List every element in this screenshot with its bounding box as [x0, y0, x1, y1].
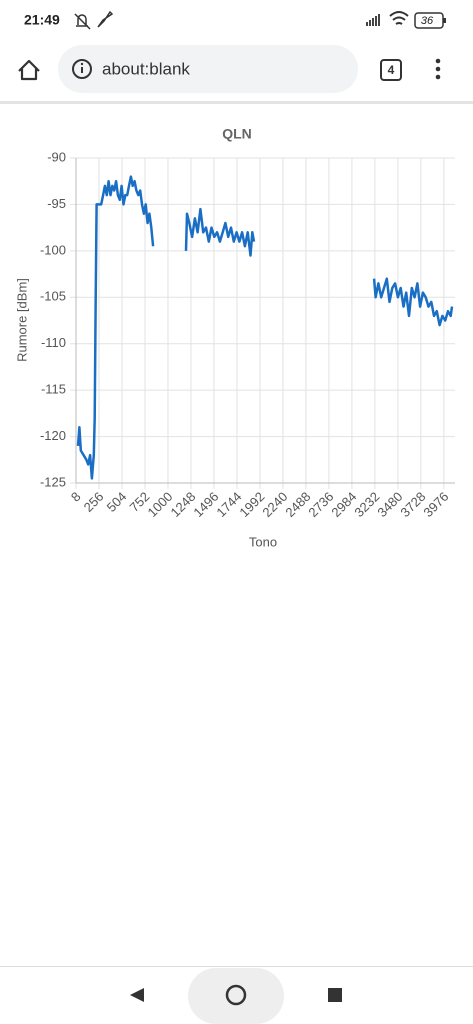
plot [76, 175, 454, 480]
x-tick-label: 1248 [167, 489, 198, 520]
url-bar[interactable] [58, 45, 358, 93]
x-tick-label: 2984 [328, 489, 359, 520]
x-tick-label: 1744 [213, 489, 244, 520]
x-tick-label: 3480 [374, 489, 405, 520]
x-tick-label: 3976 [420, 489, 451, 520]
x-tick-label: 1000 [144, 489, 175, 520]
status-icons [74, 10, 114, 30]
recents-button[interactable] [328, 988, 342, 1002]
toolbar-shadow [0, 101, 473, 104]
y-tick-label: -120 [40, 428, 66, 443]
home-pill[interactable] [188, 968, 284, 1024]
y-tick-label: -125 [40, 474, 66, 489]
menu-button[interactable] [435, 58, 441, 80]
y-tick-label: -110 [41, 335, 66, 350]
wifi-icon [389, 11, 409, 25]
back-button[interactable] [130, 988, 144, 1002]
y-tick-label: -100 [40, 242, 66, 257]
y-tick-label: -90 [47, 149, 66, 164]
x-tick-label: 504 [104, 489, 130, 515]
signal-icon [366, 14, 380, 26]
x-tick-label: 3232 [351, 489, 382, 520]
y-tick-label: -105 [40, 289, 66, 304]
url-text[interactable]: about:blank [102, 59, 190, 78]
info-icon[interactable] [72, 59, 92, 79]
x-tick-label: 1496 [190, 489, 221, 520]
x-tick-label: 3728 [397, 489, 428, 520]
status-time: 21:49 [24, 12, 60, 28]
x-axis-title: Tono [249, 534, 277, 549]
home-button[interactable] [18, 59, 40, 81]
battery-tip [443, 18, 446, 23]
tabs-button[interactable] [380, 59, 402, 81]
home-nav-icon [225, 984, 247, 1006]
info-icon-dot [80, 62, 84, 66]
x-tick-label: 2240 [259, 489, 290, 520]
y-axis-title: Rumore [dBm] [14, 278, 29, 362]
x-tick-label: 2488 [282, 489, 313, 520]
info-icon-bar [81, 67, 83, 73]
x-tick-label: 1992 [236, 489, 267, 520]
x-tick-label: 256 [81, 489, 107, 515]
x-tick-label: 2736 [305, 489, 336, 520]
y-tick-label: -95 [47, 196, 66, 211]
battery-level: 36 [421, 15, 434, 27]
data-line [76, 175, 454, 480]
y-tick-label: -115 [41, 382, 66, 397]
nav-divider [0, 966, 473, 967]
chart-title: QLN [222, 126, 252, 142]
tabs-count: 4 [388, 63, 395, 77]
